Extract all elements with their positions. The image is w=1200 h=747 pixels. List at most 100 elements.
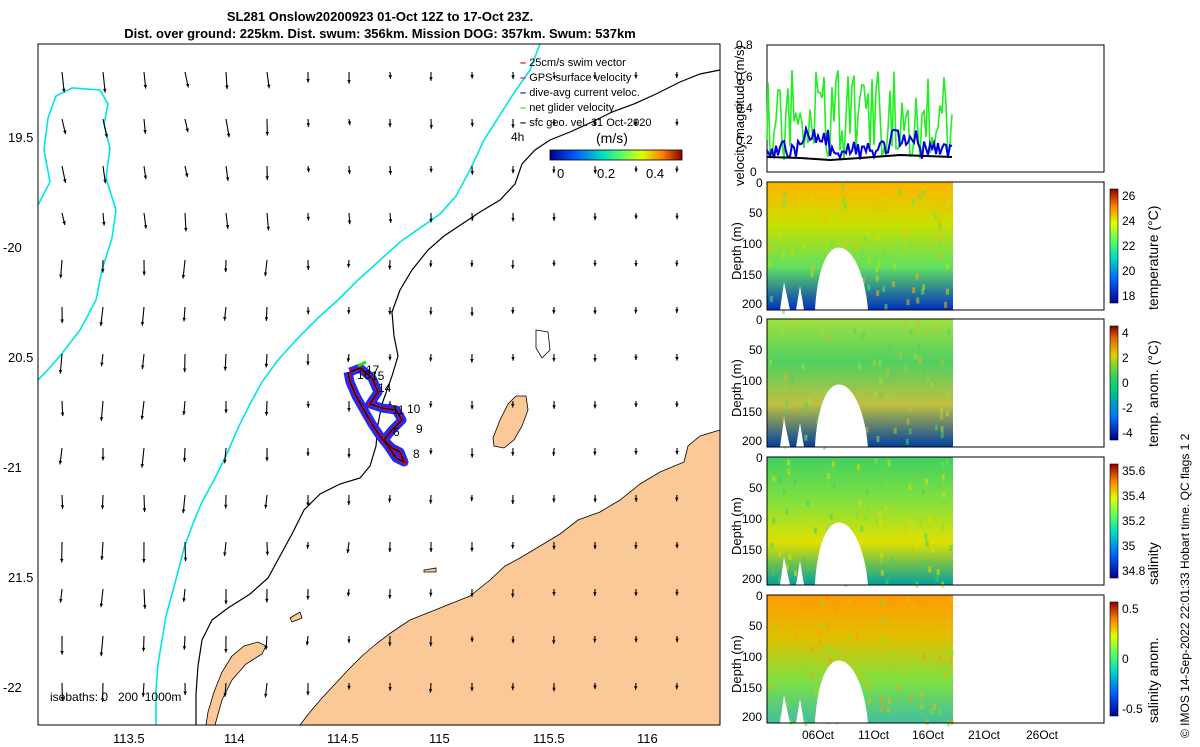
current-arrow-head [100,362,104,367]
current-arrow-head [634,168,638,173]
colorbar-tick-0: 0 [557,166,565,181]
current-arrow-head [181,509,186,514]
current-arrow-head [182,317,186,322]
depth-tick: 0 [756,313,763,327]
current-arrow-head [429,263,433,268]
colorbar-tick: 4 [1122,326,1129,340]
depth-tick: 200 [742,297,763,311]
current-arrow-head [265,551,270,556]
current-arrow-head [675,638,679,643]
current-arrow-head [142,558,146,563]
current-arrow-head [143,129,147,134]
current-arrow-head [511,264,515,269]
current-arrow-head [184,227,188,232]
current-arrow-head [104,133,108,138]
current-arrow-head [142,508,147,512]
velocity-y-tick: 0.6 [736,70,753,84]
current-arrow-head [429,311,433,315]
current-arrow-head [143,224,148,229]
current-arrow-head [593,498,597,503]
current-arrow-head [100,556,104,561]
current-arrow-head [470,593,474,597]
current-arrow-head [429,450,433,455]
current-arrow-head [306,216,310,221]
map-x-tick: 115 [429,731,450,746]
velocity-ylabel: velocity magnitude (m/s) [732,45,747,186]
current-arrow-head [347,220,352,225]
map-y-tick: 20.5 [8,350,34,365]
day-label: 10 [407,402,421,416]
colorbar-tick: 26 [1122,189,1136,203]
current-arrow-head [346,592,351,597]
current-arrow-head [225,85,229,90]
current-arrow-head [60,697,65,701]
current-arrow-head [552,169,556,174]
heatmap-panel-3 [766,456,1119,588]
colorbar-tick: 24 [1122,214,1136,228]
current-arrow-head [60,651,64,655]
day-label: 6 [393,425,400,439]
current-arrow-head [306,361,310,366]
current-arrow-head [511,169,515,174]
current-arrow-head [140,321,145,326]
current-arrow-head [552,262,556,267]
current-arrow-head [511,357,515,361]
current-arrow-head [223,459,227,464]
depth-tick: 50 [749,619,763,633]
colorbar-label: (m/s) [596,130,628,146]
current-arrow-head [593,685,597,690]
current-arrow-head [552,592,556,596]
current-arrow-head [593,122,597,127]
current-arrow-head [141,647,146,652]
colorbar-tick: 18 [1122,289,1136,303]
current-arrow-head [470,312,474,317]
current-arrow-head [634,545,638,549]
colorbar-tick: 20 [1122,264,1136,278]
colorbar-tick: 0.5 [1122,602,1139,616]
map-frame [37,43,721,726]
map-x-tick: 115.5 [533,731,565,746]
current-arrow-head [60,319,64,324]
current-arrow-head [429,218,433,223]
current-arrow-head [143,605,147,609]
current-arrow-head [593,358,597,362]
current-arrow-head [470,638,474,642]
current-arrow-head [552,75,556,80]
current-arrow-head [143,175,148,180]
current-arrow-head [60,412,65,417]
depth-tick: 100 [742,512,763,526]
current-arrow-head [429,77,433,81]
net-track-line [347,367,405,464]
current-arrow-head [103,179,107,184]
current-arrow-head [634,215,638,220]
current-arrow-head [346,549,350,554]
current-arrow-head [511,593,515,598]
current-arrow-head [470,547,474,552]
current-arrow-head [225,177,230,181]
isobaths-label: isobaths: 0 200 1000m [50,690,182,704]
map-x-tick: 113.5 [113,731,145,746]
current-arrow-head [264,693,268,698]
current-arrow-head [511,452,515,456]
current-arrow-head [63,130,67,135]
current-arrow-head [634,498,638,502]
depth-tick: 150 [742,268,763,282]
current-arrow-head [470,122,474,127]
depth-tick: 200 [742,434,763,448]
current-arrow-head [552,640,556,645]
current-arrow-head [388,687,392,691]
current-arrow-head [675,262,679,267]
chart-title-line2: Dist. over ground: 225km. Dist. swum: 35… [124,26,636,41]
current-arrow-head [347,310,351,314]
current-arrow-head [429,125,434,129]
current-arrow-head [470,217,474,221]
current-arrow-head [102,221,106,226]
current-arrow-head [675,544,679,549]
current-arrow-head [99,652,104,657]
current-arrow-head [388,265,392,270]
colorbar-label: temp. anom. (°C) [1145,340,1161,447]
current-arrow-head [305,641,310,646]
depth-ylabel: Depth (m) [729,635,744,693]
colorbar-tick: 35.6 [1122,464,1146,478]
